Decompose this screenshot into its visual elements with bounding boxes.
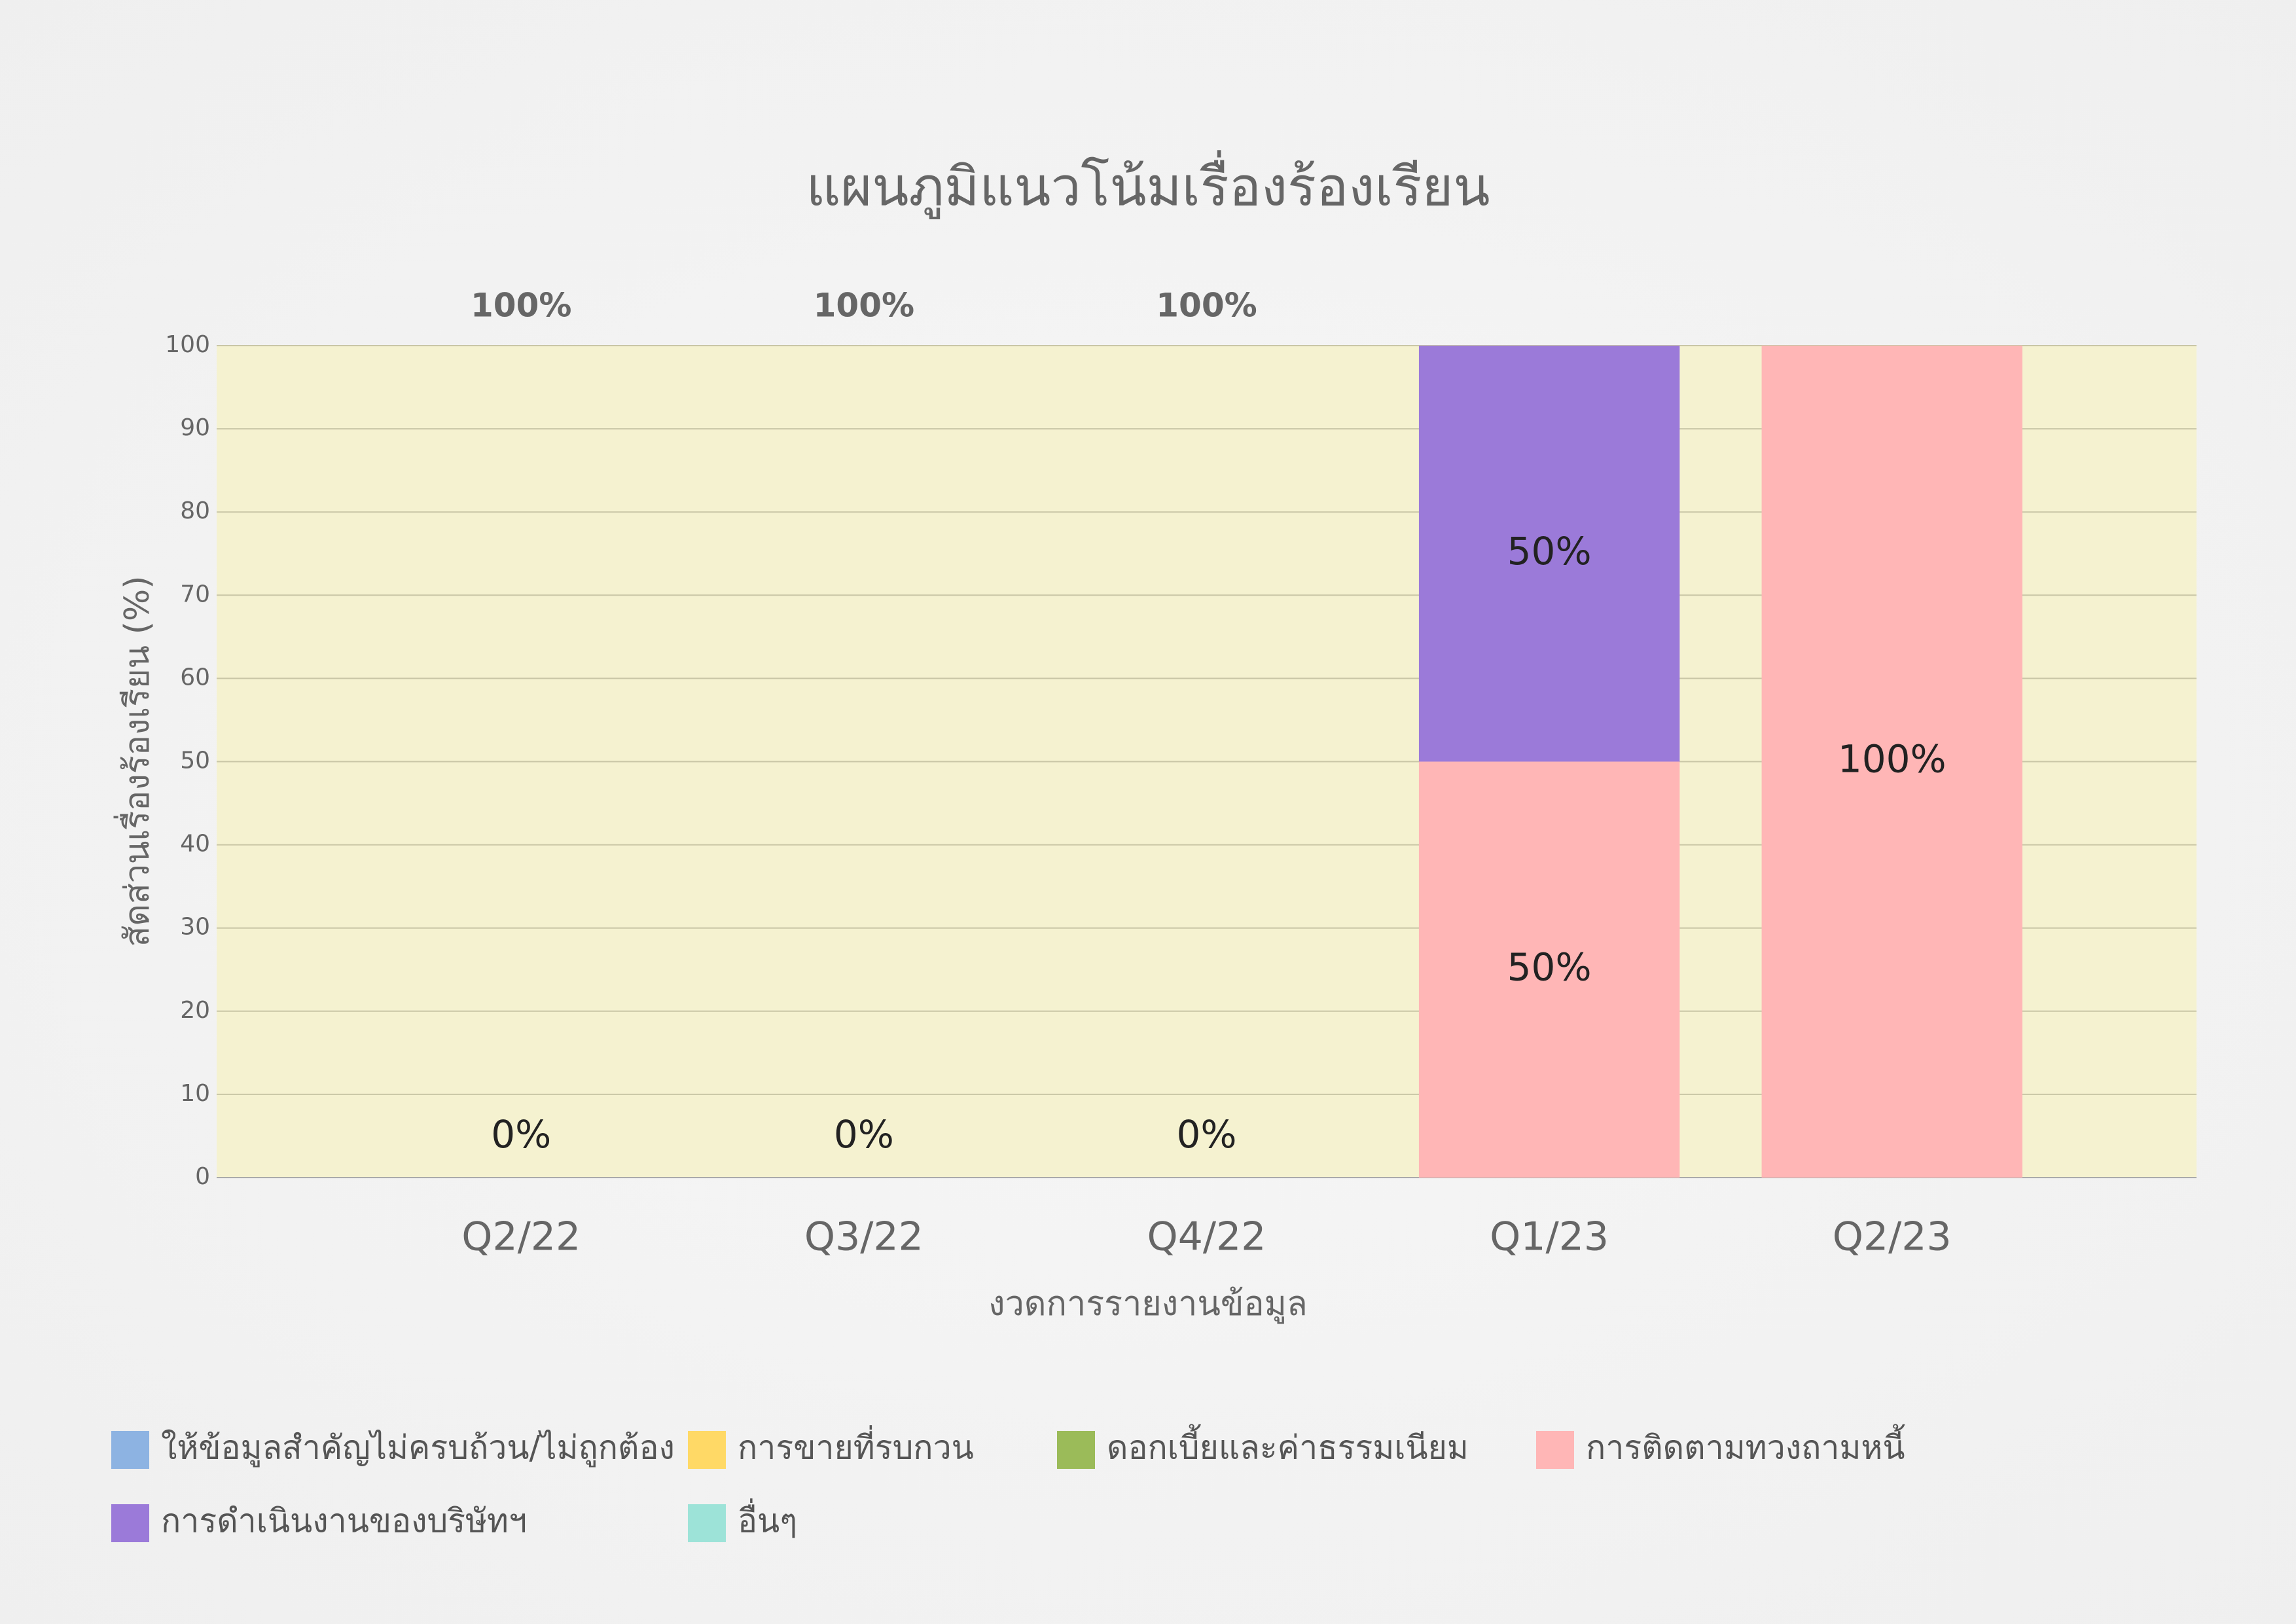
y-tick-label: 60 [180,664,210,691]
y-tick-label: 40 [180,831,210,857]
data-label: 0% [834,1112,894,1157]
y-tick-label: 80 [180,497,210,524]
y-tick-label: 0 [195,1163,210,1190]
bar-segment [1418,761,1680,1178]
y-tick-label: 20 [180,997,210,1024]
y-tick-label: 10 [180,1080,210,1107]
y-axis-title: สัดส่วนเรื่องร้องเรียน (%) [113,575,157,947]
legend-swatch [1057,1431,1095,1469]
x-tick-label: Q2/23 [1833,1214,1952,1260]
x-tick-label: Q4/22 [1147,1214,1266,1260]
y-tick-label: 100 [165,331,210,358]
data-label: 50% [1507,945,1592,989]
y-tick-label: 50 [180,748,210,774]
y-tick-label: 90 [180,414,210,441]
x-tick-label: Q3/22 [804,1214,924,1260]
x-tick-label: Q2/22 [461,1214,581,1260]
legend-swatch [111,1504,149,1542]
legend-swatch [688,1504,726,1542]
x-axis-title: งวดการรายงานข้อมูล [988,1284,1308,1324]
chart-title: แผนภูมิแนวโน้มเรื่องร้องเรียน [806,149,1490,219]
legend-label: การติดตามทวงถามหนี้ [1586,1424,1905,1467]
legend-label: ให้ข้อมูลสำคัญไม่ครบถ้วน/ไม่ถูกต้อง [161,1429,675,1468]
total-label: 100% [1156,287,1257,325]
total-label: 100% [471,287,571,325]
bar-segment [1418,346,1680,762]
data-label: 0% [491,1112,551,1157]
total-label: 100% [814,287,914,325]
y-tick-label: 70 [180,581,210,607]
legend-label: การดำเนินงานของบริษัทฯ [161,1502,527,1540]
legend-swatch [688,1431,726,1469]
legend-swatch [111,1431,149,1469]
legend-label: การขายที่รบกวน [738,1426,974,1467]
legend-label: ดอกเบี้ยและค่าธรรมเนียม [1107,1424,1469,1467]
data-label: 0% [1176,1112,1236,1157]
bar-segment [1761,346,2022,1178]
legend-swatch [1536,1431,1574,1469]
x-tick-label: Q1/23 [1490,1214,1609,1260]
data-label: 100% [1838,737,1946,782]
y-tick-label: 30 [180,914,210,941]
legend-label: อื่นๆ [738,1499,797,1540]
data-label: 50% [1507,529,1592,573]
